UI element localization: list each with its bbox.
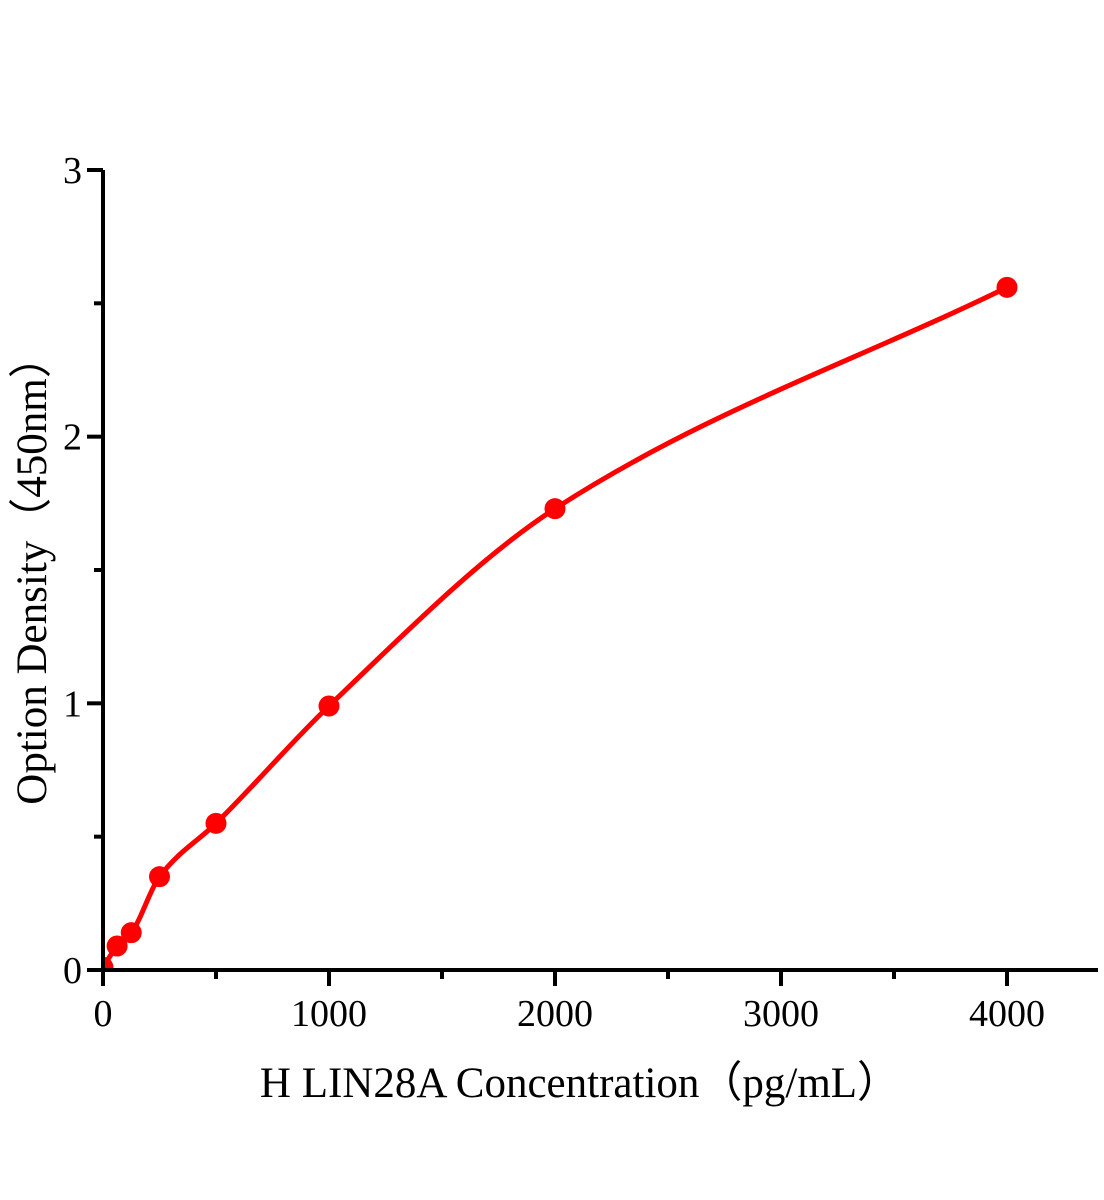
x-tick-label: 2000 <box>517 993 593 1035</box>
y-tick-label: 3 <box>63 150 82 192</box>
data-point <box>996 276 1018 298</box>
data-point <box>205 812 227 834</box>
y-tick-label: 0 <box>63 950 82 992</box>
x-axis-title: H LIN28A Concentration（pg/mL） <box>260 1060 900 1107</box>
x-tick-label: 0 <box>94 993 113 1035</box>
y-tick-label: 1 <box>63 683 82 725</box>
y-axis-title: Option Density（450nm） <box>9 335 56 804</box>
data-point <box>106 935 128 957</box>
fit-curve <box>105 284 1010 968</box>
axis-layer: 0 1000 2000 3000 4000 0 1 2 3 <box>63 150 1098 1035</box>
y-tick-label: 2 <box>63 417 82 459</box>
data-series-layer <box>105 276 1018 968</box>
data-point <box>105 957 114 968</box>
x-tick-label: 1000 <box>291 993 367 1035</box>
data-point <box>149 866 170 888</box>
data-point <box>318 695 340 717</box>
data-point <box>120 922 142 944</box>
data-point <box>544 498 566 520</box>
x-tick-label: 4000 <box>969 993 1045 1035</box>
x-tick-label: 3000 <box>743 993 819 1035</box>
